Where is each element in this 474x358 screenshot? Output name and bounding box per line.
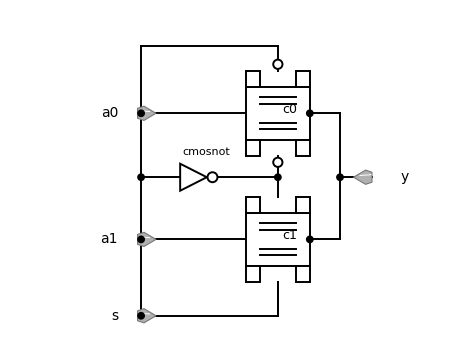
Bar: [246, 87, 310, 140]
Text: a0: a0: [100, 106, 118, 120]
Text: c0: c0: [282, 102, 297, 116]
Bar: [246, 71, 260, 87]
Polygon shape: [137, 309, 156, 323]
Bar: [296, 197, 310, 213]
Circle shape: [337, 174, 343, 180]
Polygon shape: [354, 170, 372, 184]
Circle shape: [138, 313, 144, 319]
Text: a1: a1: [100, 232, 118, 246]
Text: c1: c1: [282, 229, 297, 242]
Bar: [246, 197, 260, 213]
Circle shape: [273, 158, 283, 167]
Text: cmosnot: cmosnot: [182, 147, 230, 157]
Circle shape: [273, 60, 283, 69]
Bar: [296, 266, 310, 282]
Polygon shape: [137, 232, 156, 247]
Circle shape: [138, 174, 144, 180]
Bar: [246, 213, 310, 266]
Polygon shape: [137, 106, 156, 120]
Circle shape: [307, 110, 313, 116]
Circle shape: [307, 236, 313, 243]
Polygon shape: [180, 164, 207, 191]
Bar: [296, 71, 310, 87]
Bar: [246, 266, 260, 282]
Circle shape: [138, 236, 144, 243]
Text: y: y: [401, 170, 409, 184]
Bar: [246, 140, 260, 156]
Circle shape: [208, 172, 218, 182]
Circle shape: [138, 110, 144, 116]
Circle shape: [274, 174, 281, 180]
Bar: [296, 140, 310, 156]
Text: s: s: [111, 309, 118, 323]
